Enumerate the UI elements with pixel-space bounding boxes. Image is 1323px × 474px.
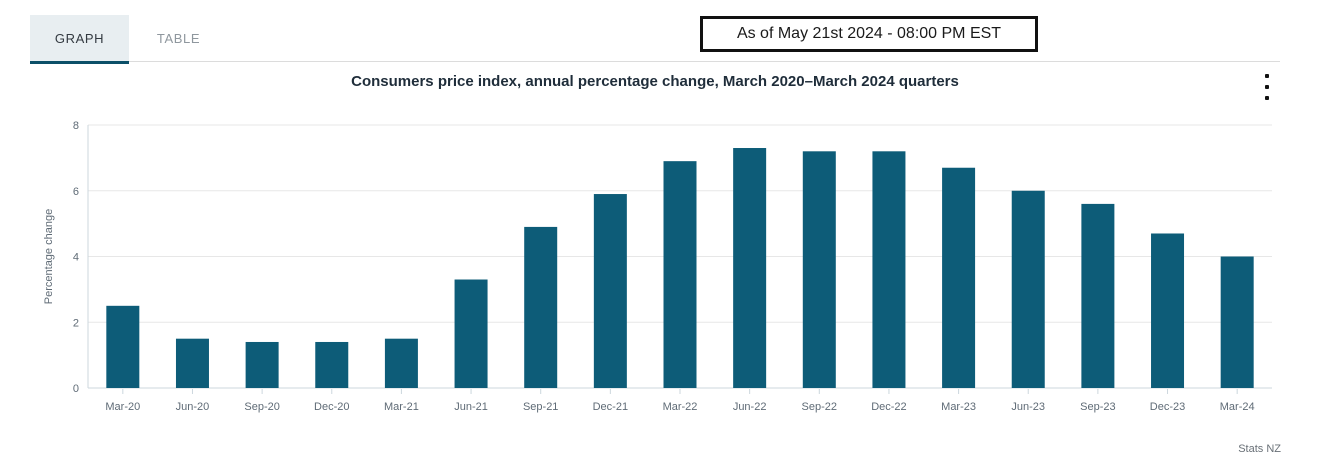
timestamp-text: As of May 21st 2024 - 08:00 PM EST [736, 25, 1002, 42]
x-tick-label-Sep-23: Sep-23 [1080, 401, 1115, 413]
x-tick-label-Mar-22: Mar-22 [663, 401, 698, 413]
x-tick-label-Sep-22: Sep-22 [802, 401, 837, 413]
y-tick-label-0: 0 [73, 383, 79, 395]
x-tick-label-Mar-24: Mar-24 [1220, 401, 1255, 413]
x-tick-label-Mar-23: Mar-23 [941, 401, 976, 413]
bar-Mar-24[interactable] [1220, 256, 1254, 389]
tab-table-label: TABLE [156, 31, 201, 46]
bar-Jun-21[interactable] [454, 279, 488, 388]
x-tick-label-Dec-23: Dec-23 [1150, 401, 1185, 413]
kebab-dot [1265, 85, 1269, 89]
tab-bar: GRAPH TABLE [30, 15, 1280, 64]
y-tick-label-6: 6 [73, 186, 79, 198]
tab-table[interactable]: TABLE [129, 15, 228, 62]
bar-Sep-21[interactable] [524, 226, 558, 388]
kebab-menu-icon[interactable] [1261, 74, 1273, 100]
bar-Sep-20[interactable] [245, 341, 279, 388]
y-axis-title: Percentage change [43, 209, 55, 304]
chart-title: Consumers price index, annual percentage… [351, 73, 959, 90]
kebab-dot [1265, 96, 1269, 100]
tab-graph[interactable]: GRAPH [30, 15, 129, 64]
y-tick-label-2: 2 [73, 317, 79, 329]
x-tick-label-Mar-20: Mar-20 [105, 401, 140, 413]
attribution: Stats NZ [1238, 443, 1281, 455]
bar-Dec-20[interactable] [315, 341, 349, 388]
y-tick-label-8: 8 [73, 120, 79, 132]
bar-Mar-22[interactable] [663, 161, 697, 388]
bar-Sep-22[interactable] [802, 151, 836, 388]
bar-Sep-23[interactable] [1081, 203, 1115, 388]
bar-Mar-21[interactable] [384, 338, 418, 388]
x-tick-label-Dec-22: Dec-22 [871, 401, 906, 413]
x-tick-label-Dec-20: Dec-20 [314, 401, 349, 413]
bar-Mar-23[interactable] [942, 167, 976, 388]
x-tick-label-Jun-22: Jun-22 [733, 401, 767, 413]
x-tick-label-Mar-21: Mar-21 [384, 401, 419, 413]
bar-Jun-22[interactable] [733, 148, 767, 388]
y-tick-label-4: 4 [73, 252, 79, 264]
x-tick-label-Jun-20: Jun-20 [176, 401, 210, 413]
kebab-dot [1265, 74, 1269, 78]
bar-Dec-22[interactable] [872, 151, 906, 388]
bar-Jun-23[interactable] [1011, 190, 1045, 388]
x-tick-label-Jun-23: Jun-23 [1011, 401, 1045, 413]
x-tick-label-Jun-21: Jun-21 [454, 401, 488, 413]
bar-Dec-21[interactable] [593, 194, 627, 388]
bar-Mar-20[interactable] [106, 305, 140, 388]
bar-Dec-23[interactable] [1151, 233, 1185, 388]
x-tick-label-Dec-21: Dec-21 [593, 401, 628, 413]
tab-graph-label: GRAPH [54, 31, 105, 46]
x-tick-label-Sep-20: Sep-20 [244, 401, 279, 413]
timestamp-banner: As of May 21st 2024 - 08:00 PM EST [700, 16, 1038, 52]
bar-Jun-20[interactable] [175, 338, 209, 388]
bar-chart-svg: 0 2 4 6 8 Mar-20 Jun-20 Sep-20 Dec-20 Mar-21 Jun-2… [43, 120, 1272, 413]
bar-chart: 0 2 4 6 8 Mar-20 Jun-20 Sep-20 Dec-20 Mar-21 Jun-2… [0, 110, 1323, 430]
x-tick-label-Sep-21: Sep-21 [523, 401, 558, 413]
